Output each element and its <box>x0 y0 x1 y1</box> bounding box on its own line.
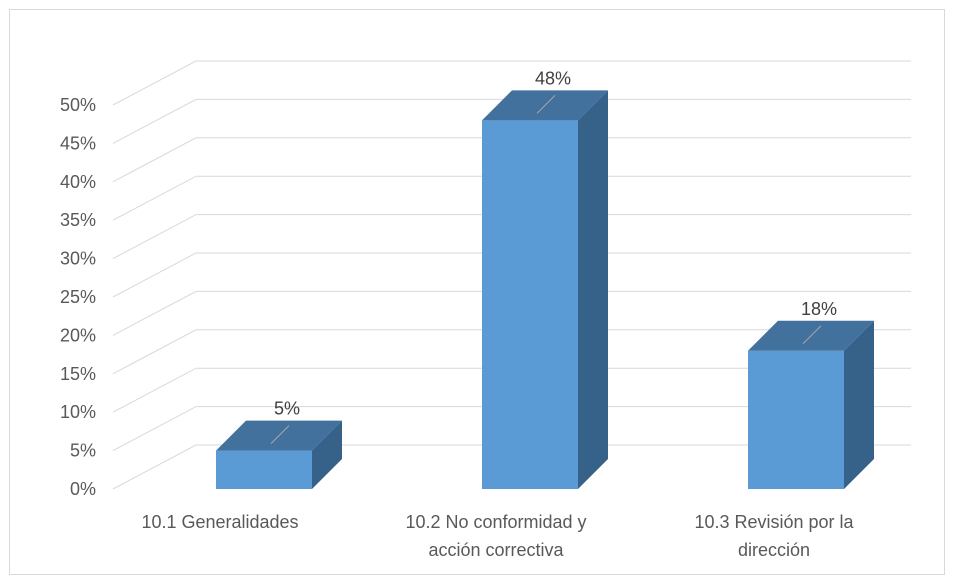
bar-side <box>578 90 608 490</box>
gridline <box>112 60 911 106</box>
data-labels: 5% 48% 18% <box>270 68 837 444</box>
y-tick-label: 0% <box>70 479 96 499</box>
y-tick-label: 50% <box>60 95 96 115</box>
category-label: 10.3 Revisión por la <box>694 512 854 532</box>
bar-side <box>844 320 874 489</box>
gridline <box>112 137 911 183</box>
gridline <box>112 214 911 260</box>
gridline <box>112 252 911 298</box>
gridline <box>112 175 911 221</box>
category-label: 10.2 No conformidad y <box>405 512 586 532</box>
bar-side <box>312 420 342 489</box>
data-label: 18% <box>801 299 837 319</box>
y-tick-label: 30% <box>60 249 96 269</box>
y-tick-label: 45% <box>60 133 96 153</box>
y-tick-label: 35% <box>60 210 96 230</box>
bars <box>216 90 874 490</box>
y-axis-ticks: 0% 5% 10% 15% 20% 25% 30% 35% 40% 45% 50% <box>60 95 96 499</box>
category-labels: 10.1 Generalidades 10.2 No conformidad y a… <box>141 512 854 560</box>
category-label: dirección <box>738 540 810 560</box>
bar-front <box>216 450 312 489</box>
data-label-leader <box>270 425 290 444</box>
data-label: 5% <box>274 399 300 419</box>
gridline <box>112 444 911 490</box>
gridline <box>112 98 911 144</box>
gridline <box>112 290 911 336</box>
bar-front <box>748 350 844 489</box>
category-label: acción correctiva <box>428 540 564 560</box>
y-tick-label: 10% <box>60 402 96 422</box>
category-label: 10.1 Generalidades <box>141 512 298 532</box>
y-tick-label: 15% <box>60 364 96 384</box>
data-label-leader <box>536 95 556 114</box>
gridline <box>112 329 911 375</box>
gridlines <box>112 60 911 490</box>
data-label-leader <box>802 325 822 345</box>
y-tick-label: 20% <box>60 325 96 345</box>
y-tick-label: 25% <box>60 287 96 307</box>
y-tick-label: 40% <box>60 172 96 192</box>
data-label: 48% <box>535 68 571 88</box>
y-tick-label: 5% <box>70 441 96 461</box>
bar-front <box>482 120 578 490</box>
gridline <box>112 367 911 413</box>
gridline <box>112 406 911 452</box>
